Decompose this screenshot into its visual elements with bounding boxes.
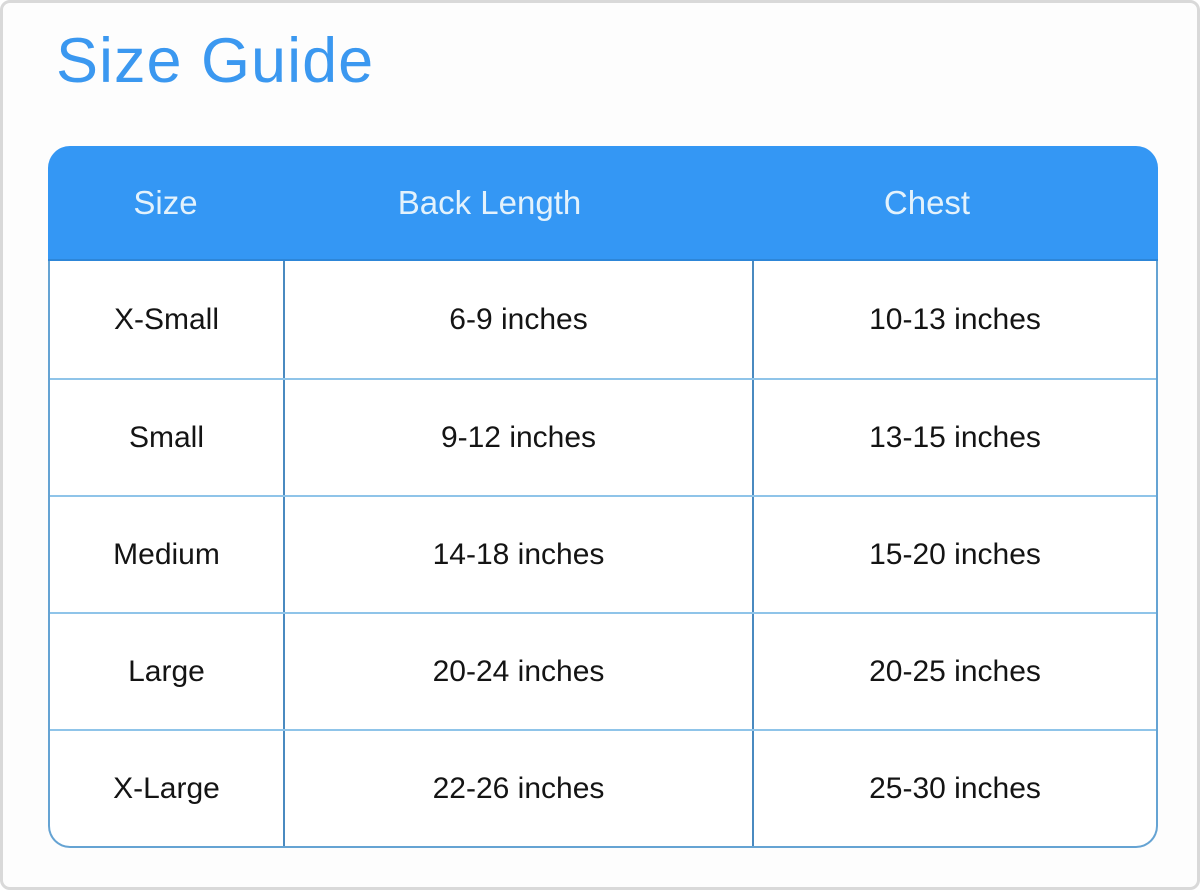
back-length-cell: 22-26 inches (283, 731, 752, 846)
size-cell: X-Large (113, 771, 220, 805)
chest-cell: 15-20 inches (752, 497, 1156, 612)
chest-cell: 20-25 inches (752, 614, 1156, 729)
back-length-cell: 6-9 inches (283, 261, 752, 378)
size-cell: Large (128, 654, 205, 688)
back-length-cell: 9-12 inches (283, 380, 752, 495)
table-row: X-Large 22-26 inches 25-30 inches (50, 729, 1156, 846)
column-header-back-length: Back Length (397, 183, 582, 221)
size-guide-table: Size Back Length Chest X-Small 6-9 inche… (48, 146, 1158, 848)
table-row: Large 20-24 inches 20-25 inches (50, 612, 1156, 729)
table-row: X-Small 6-9 inches 10-13 inches (50, 261, 1156, 378)
column-header-chest: Chest (883, 183, 971, 221)
size-cell: Medium (113, 537, 220, 571)
page-title: Size Guide (56, 26, 375, 96)
table-body: X-Small 6-9 inches 10-13 inches Small 9-… (48, 261, 1158, 848)
table-row: Small 9-12 inches 13-15 inches (50, 378, 1156, 495)
size-cell: Small (128, 420, 204, 454)
table-header-row: Size Back Length Chest (48, 146, 1158, 261)
chest-cell: 10-13 inches (752, 261, 1156, 378)
column-header-size: Size (133, 183, 198, 221)
back-length-cell: 14-18 inches (283, 497, 752, 612)
back-length-cell: 20-24 inches (283, 614, 752, 729)
size-cell: X-Small (113, 302, 219, 336)
chest-cell: 13-15 inches (752, 380, 1156, 495)
chest-cell: 25-30 inches (752, 731, 1156, 846)
table-row: Medium 14-18 inches 15-20 inches (50, 495, 1156, 612)
